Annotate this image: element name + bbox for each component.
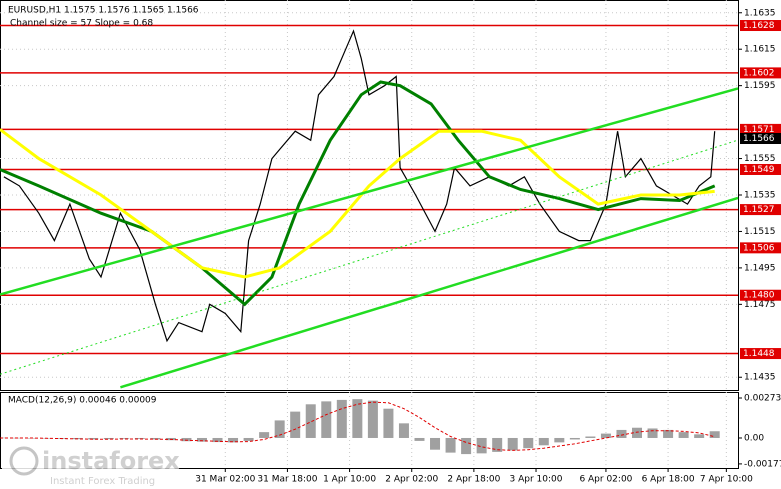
y-tick-label: 1.1435 <box>744 373 776 383</box>
x-tick-label: 6 Apr 18:00 <box>642 475 695 485</box>
macd-bar <box>585 436 596 438</box>
macd-bar <box>352 399 363 438</box>
x-tick-label: 31 Mar 02:00 <box>195 475 255 485</box>
level-label-box <box>740 67 781 79</box>
level-label: 1.1480 <box>743 291 775 301</box>
level-label-box <box>740 163 781 175</box>
watermark: instaforex Instant Forex Trading <box>2 444 180 489</box>
y-tick-label: 1.1515 <box>744 227 776 237</box>
macd-bar <box>336 399 347 438</box>
x-tick-label: 6 Apr 02:00 <box>579 475 632 485</box>
macd-bar <box>507 437 518 451</box>
macd-bar <box>694 434 705 438</box>
macd-bar <box>600 433 611 438</box>
macd-bar <box>383 408 394 438</box>
macd-bar <box>367 400 378 438</box>
level-label-box <box>740 20 781 32</box>
x-tick-label: 7 Apr 10:00 <box>700 475 753 485</box>
chart-title: EURUSD,H1 1.1575 1.1576 1.1565 1.1566 <box>8 6 199 16</box>
macd-bar <box>88 437 99 440</box>
series-line <box>0 128 715 279</box>
macd-bar <box>616 429 627 438</box>
macd-bar <box>569 437 580 440</box>
macd-bar <box>274 420 285 438</box>
macd-bar <box>290 411 301 438</box>
macd-bar <box>647 428 658 438</box>
macd-bar <box>103 437 114 440</box>
level-label: 1.1571 <box>743 125 775 135</box>
macd-bar <box>398 423 409 438</box>
level-label: 1.1549 <box>743 165 775 175</box>
y-tick-label: 1.1595 <box>744 81 776 91</box>
y-tick-label: 1.1635 <box>744 8 776 18</box>
y-tick-label: 1.1495 <box>744 263 776 273</box>
macd-bar <box>228 437 239 443</box>
y-tick-label: 0.00 <box>744 433 764 443</box>
x-tick-label: 3 Apr 10:00 <box>510 475 563 485</box>
macd-title: MACD(12,26,9) 0.00046 0.00009 <box>8 396 157 406</box>
x-tick-label: 2 Apr 18:00 <box>447 475 500 485</box>
macd-bar <box>461 437 472 455</box>
level-label: 1.1506 <box>743 243 775 253</box>
level-label-box <box>740 123 781 135</box>
macd-bar <box>259 432 270 438</box>
level-label: 1.1566 <box>743 134 775 144</box>
level-label-box <box>740 133 781 145</box>
x-tick-label: 31 Mar 18:00 <box>257 475 317 485</box>
watermark-brand: instaforex <box>42 447 180 475</box>
level-label-box <box>740 289 781 301</box>
y-tick-label: -0.00177 <box>744 459 781 469</box>
series-line <box>3 29 716 343</box>
macd-bar <box>181 437 192 442</box>
macd-bar <box>554 437 565 443</box>
level-label: 1.1527 <box>743 205 775 215</box>
x-tick-label: 2 Apr 02:00 <box>385 475 438 485</box>
macd-bar <box>709 431 720 438</box>
y-tick-label: 1.1555 <box>744 154 776 164</box>
macd-frame <box>0 392 739 469</box>
macd-bar <box>476 437 487 454</box>
watermark-tagline: Instant Forex Trading <box>50 476 155 487</box>
macd-bar <box>243 437 254 441</box>
macd-bar <box>321 401 332 438</box>
macd-bar <box>305 404 316 438</box>
macd-bar <box>538 437 549 446</box>
level-label: 1.1628 <box>743 21 775 31</box>
y-tick-label: 1.1615 <box>744 45 776 55</box>
macd-bar <box>523 437 534 449</box>
macd-bar <box>212 437 223 443</box>
y-tick-label: 1.1535 <box>744 191 776 201</box>
series-line <box>120 196 739 389</box>
macd-bar <box>492 437 503 452</box>
series-line <box>0 87 739 296</box>
watermark-logo <box>9 446 39 476</box>
level-label-box <box>740 204 781 216</box>
level-label: 1.1602 <box>743 68 775 78</box>
macd-bar <box>632 427 643 438</box>
macd-bar <box>134 437 145 439</box>
macd-bar <box>663 429 674 438</box>
y-tick-label: 0.00273 <box>744 394 781 404</box>
macd-bar <box>119 437 130 439</box>
macd-bar <box>430 437 441 450</box>
x-tick-label: 1 Apr 10:00 <box>323 475 376 485</box>
level-label-box <box>740 348 781 360</box>
macd-bar <box>196 437 207 442</box>
macd-bar <box>414 437 425 441</box>
series-line <box>0 139 739 375</box>
chart-subtitle: Channel size = 57 Slope = 0.68 <box>10 19 153 29</box>
level-label-box <box>740 242 781 254</box>
level-label: 1.1448 <box>743 349 775 359</box>
macd-bar <box>678 432 689 438</box>
y-tick-label: 1.1475 <box>744 300 776 310</box>
macd-bar <box>445 437 456 453</box>
